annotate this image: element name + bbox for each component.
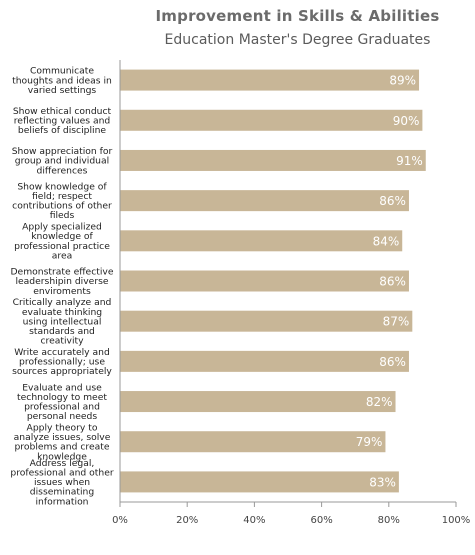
bar bbox=[120, 149, 426, 171]
chart-title: Improvement in Skills & Abilities bbox=[155, 7, 440, 25]
category-label: Show appreciation for group and individua… bbox=[12, 146, 113, 176]
bar bbox=[120, 69, 420, 91]
bar bbox=[120, 431, 386, 453]
bar-value-label: 91% bbox=[396, 154, 423, 168]
bar-value-label: 89% bbox=[389, 74, 416, 88]
x-tick-label: 100% bbox=[442, 515, 471, 526]
category-label: Apply specialized knowledge of professiona… bbox=[14, 222, 110, 262]
x-tick-label: 20% bbox=[176, 515, 198, 526]
chart-subtitle: Education Master's Degree Graduates bbox=[164, 32, 431, 48]
bar-value-label: 87% bbox=[383, 315, 410, 329]
bar-value-label: 86% bbox=[379, 194, 406, 208]
category-label: Write accurately and professionally; use s… bbox=[12, 347, 112, 377]
bar bbox=[120, 109, 423, 131]
bar bbox=[120, 471, 399, 493]
bar-value-label: 82% bbox=[366, 395, 393, 409]
category-label: Evaluate and use technology to meet profes… bbox=[17, 382, 107, 422]
category-label: Show knowledge of field; respect contribut… bbox=[12, 181, 112, 221]
category-label: Demonstrate effective leadershipin divers… bbox=[10, 267, 113, 297]
bar bbox=[120, 350, 409, 372]
x-tick-label: 40% bbox=[243, 515, 265, 526]
category-label: Apply theory to analyze issues, solve prob… bbox=[14, 423, 111, 463]
bar-value-label: 90% bbox=[393, 114, 420, 128]
bar-value-label: 86% bbox=[379, 355, 406, 369]
category-label: Critically analyze and evaluate thinking u… bbox=[13, 297, 112, 346]
category-label: Show ethical conduct reflecting values an… bbox=[13, 106, 112, 136]
x-tick-label: 0% bbox=[112, 515, 128, 526]
bar bbox=[120, 391, 396, 413]
bar bbox=[120, 270, 409, 292]
category-label: Address legal, professional and other issu… bbox=[10, 458, 113, 507]
x-tick-label: 60% bbox=[310, 515, 332, 526]
bar-value-label: 83% bbox=[369, 475, 396, 489]
x-tick-label: 80% bbox=[378, 515, 400, 526]
category-label: Communicate thoughts and ideas in varied s… bbox=[12, 66, 112, 96]
bar bbox=[120, 190, 409, 212]
bar-value-label: 86% bbox=[379, 275, 406, 289]
bar bbox=[120, 310, 413, 332]
bar-value-label: 84% bbox=[373, 234, 400, 248]
bar-value-label: 79% bbox=[356, 435, 383, 449]
bar bbox=[120, 230, 403, 252]
